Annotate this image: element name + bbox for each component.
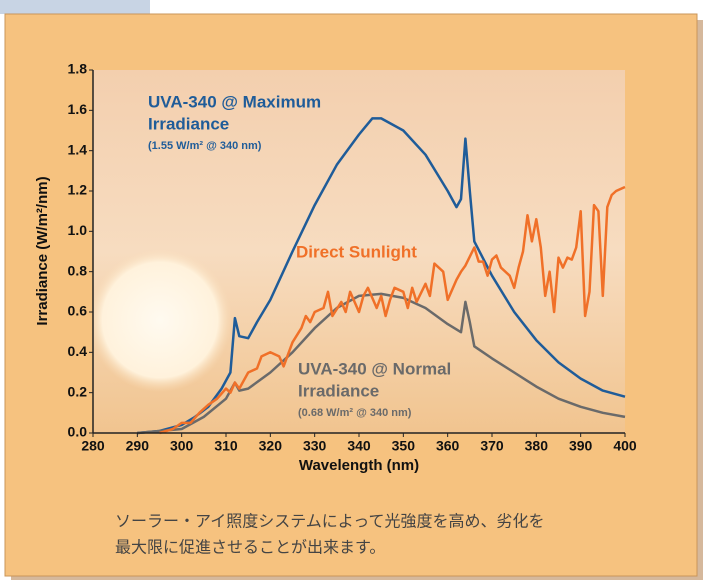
x-tick-label: 380	[525, 438, 549, 454]
plot-background	[93, 70, 625, 433]
y-tick-label: 1.8	[68, 61, 88, 77]
annotation: Irradiance	[298, 381, 379, 400]
x-tick-label: 350	[392, 438, 416, 454]
x-tick-label: 340	[347, 438, 371, 454]
y-tick-label: 1.4	[68, 141, 88, 157]
x-tick-label: 370	[480, 438, 504, 454]
x-axis-label: Wavelength (nm)	[299, 457, 419, 474]
y-tick-label: 0.8	[68, 262, 88, 278]
x-tick-label: 280	[81, 438, 105, 454]
annotation: UVA-340 @ Maximum	[148, 92, 321, 111]
annotation: Irradiance	[148, 114, 229, 133]
top-tab	[0, 0, 150, 14]
x-tick-label: 400	[613, 438, 637, 454]
annotation-note: (0.68 W/m² @ 340 nm)	[298, 407, 412, 419]
plot	[137, 117, 626, 435]
annotation: UVA-340 @ Normal	[298, 359, 451, 378]
y-tick-label: 1.0	[68, 222, 88, 238]
x-tick-label: 320	[259, 438, 283, 454]
x-tick-label: 360	[436, 438, 460, 454]
series-line	[137, 117, 626, 435]
x-tick-label: 390	[569, 438, 593, 454]
y-tick-label: 0.4	[68, 343, 88, 359]
x-tick-label: 330	[303, 438, 327, 454]
y-tick-label: 0.0	[68, 424, 88, 440]
y-tick-label: 1.6	[68, 101, 88, 117]
annotation-note: (1.55 W/m² @ 340 nm)	[148, 140, 262, 152]
y-tick-label: 0.6	[68, 303, 88, 319]
x-tick-label: 300	[170, 438, 194, 454]
y-axis-label: Irradiance (W/m²/nm)	[34, 176, 51, 325]
y-tick-label: 0.2	[68, 383, 88, 399]
caption: ソーラー・アイ照度システムによって光強度を高め、劣化を	[115, 512, 544, 531]
caption: 最大限に促進させることが出来ます。	[115, 538, 385, 557]
series-line	[159, 185, 626, 435]
annotation: Direct Sunlight	[296, 242, 417, 261]
x-tick-label: 310	[214, 438, 238, 454]
x-tick-label: 290	[126, 438, 150, 454]
y-tick-label: 1.2	[68, 182, 88, 198]
